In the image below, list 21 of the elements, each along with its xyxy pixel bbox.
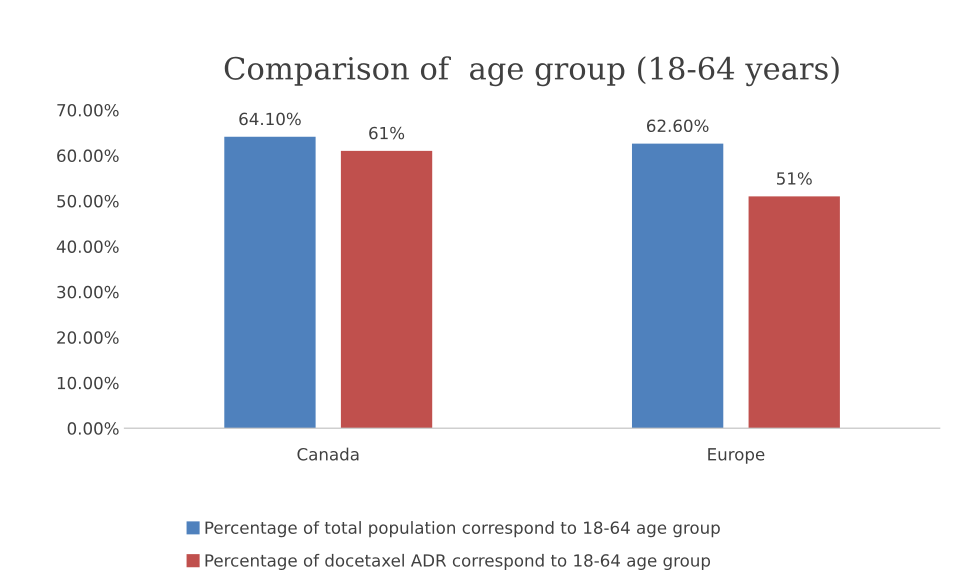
data-label: 61% [369, 126, 404, 140]
legend-label: Percentage of total population correspond to 18-64 age group [206, 521, 720, 538]
y-tick-label: 30.00% [57, 286, 119, 298]
y-tick-label: 20.00% [57, 331, 119, 344]
data-label: 64.10% [239, 112, 301, 126]
y-tick-label: 40.00% [56, 240, 119, 253]
y-tick-label: 60.00% [57, 149, 119, 162]
bar [224, 136, 316, 428]
y-tick-label: 0.00% [68, 422, 119, 435]
bar [748, 196, 840, 428]
x-tick-label: Canada [297, 448, 358, 461]
data-label: 62.60% [647, 119, 708, 132]
data-label: 51% [776, 172, 812, 185]
y-tick-label: 70.00% [57, 104, 119, 117]
legend-label: Percentage of docetaxel ADR correspond to 18-64 age group [206, 554, 710, 570]
chart-title: Comparison of age group (18-64 years) [224, 56, 839, 86]
bar [632, 144, 724, 428]
bar [340, 150, 432, 428]
x-tick-label: Europe [708, 448, 764, 464]
y-tick-label: 10.00% [58, 376, 119, 390]
y-tick-label: 50.00% [57, 194, 119, 208]
